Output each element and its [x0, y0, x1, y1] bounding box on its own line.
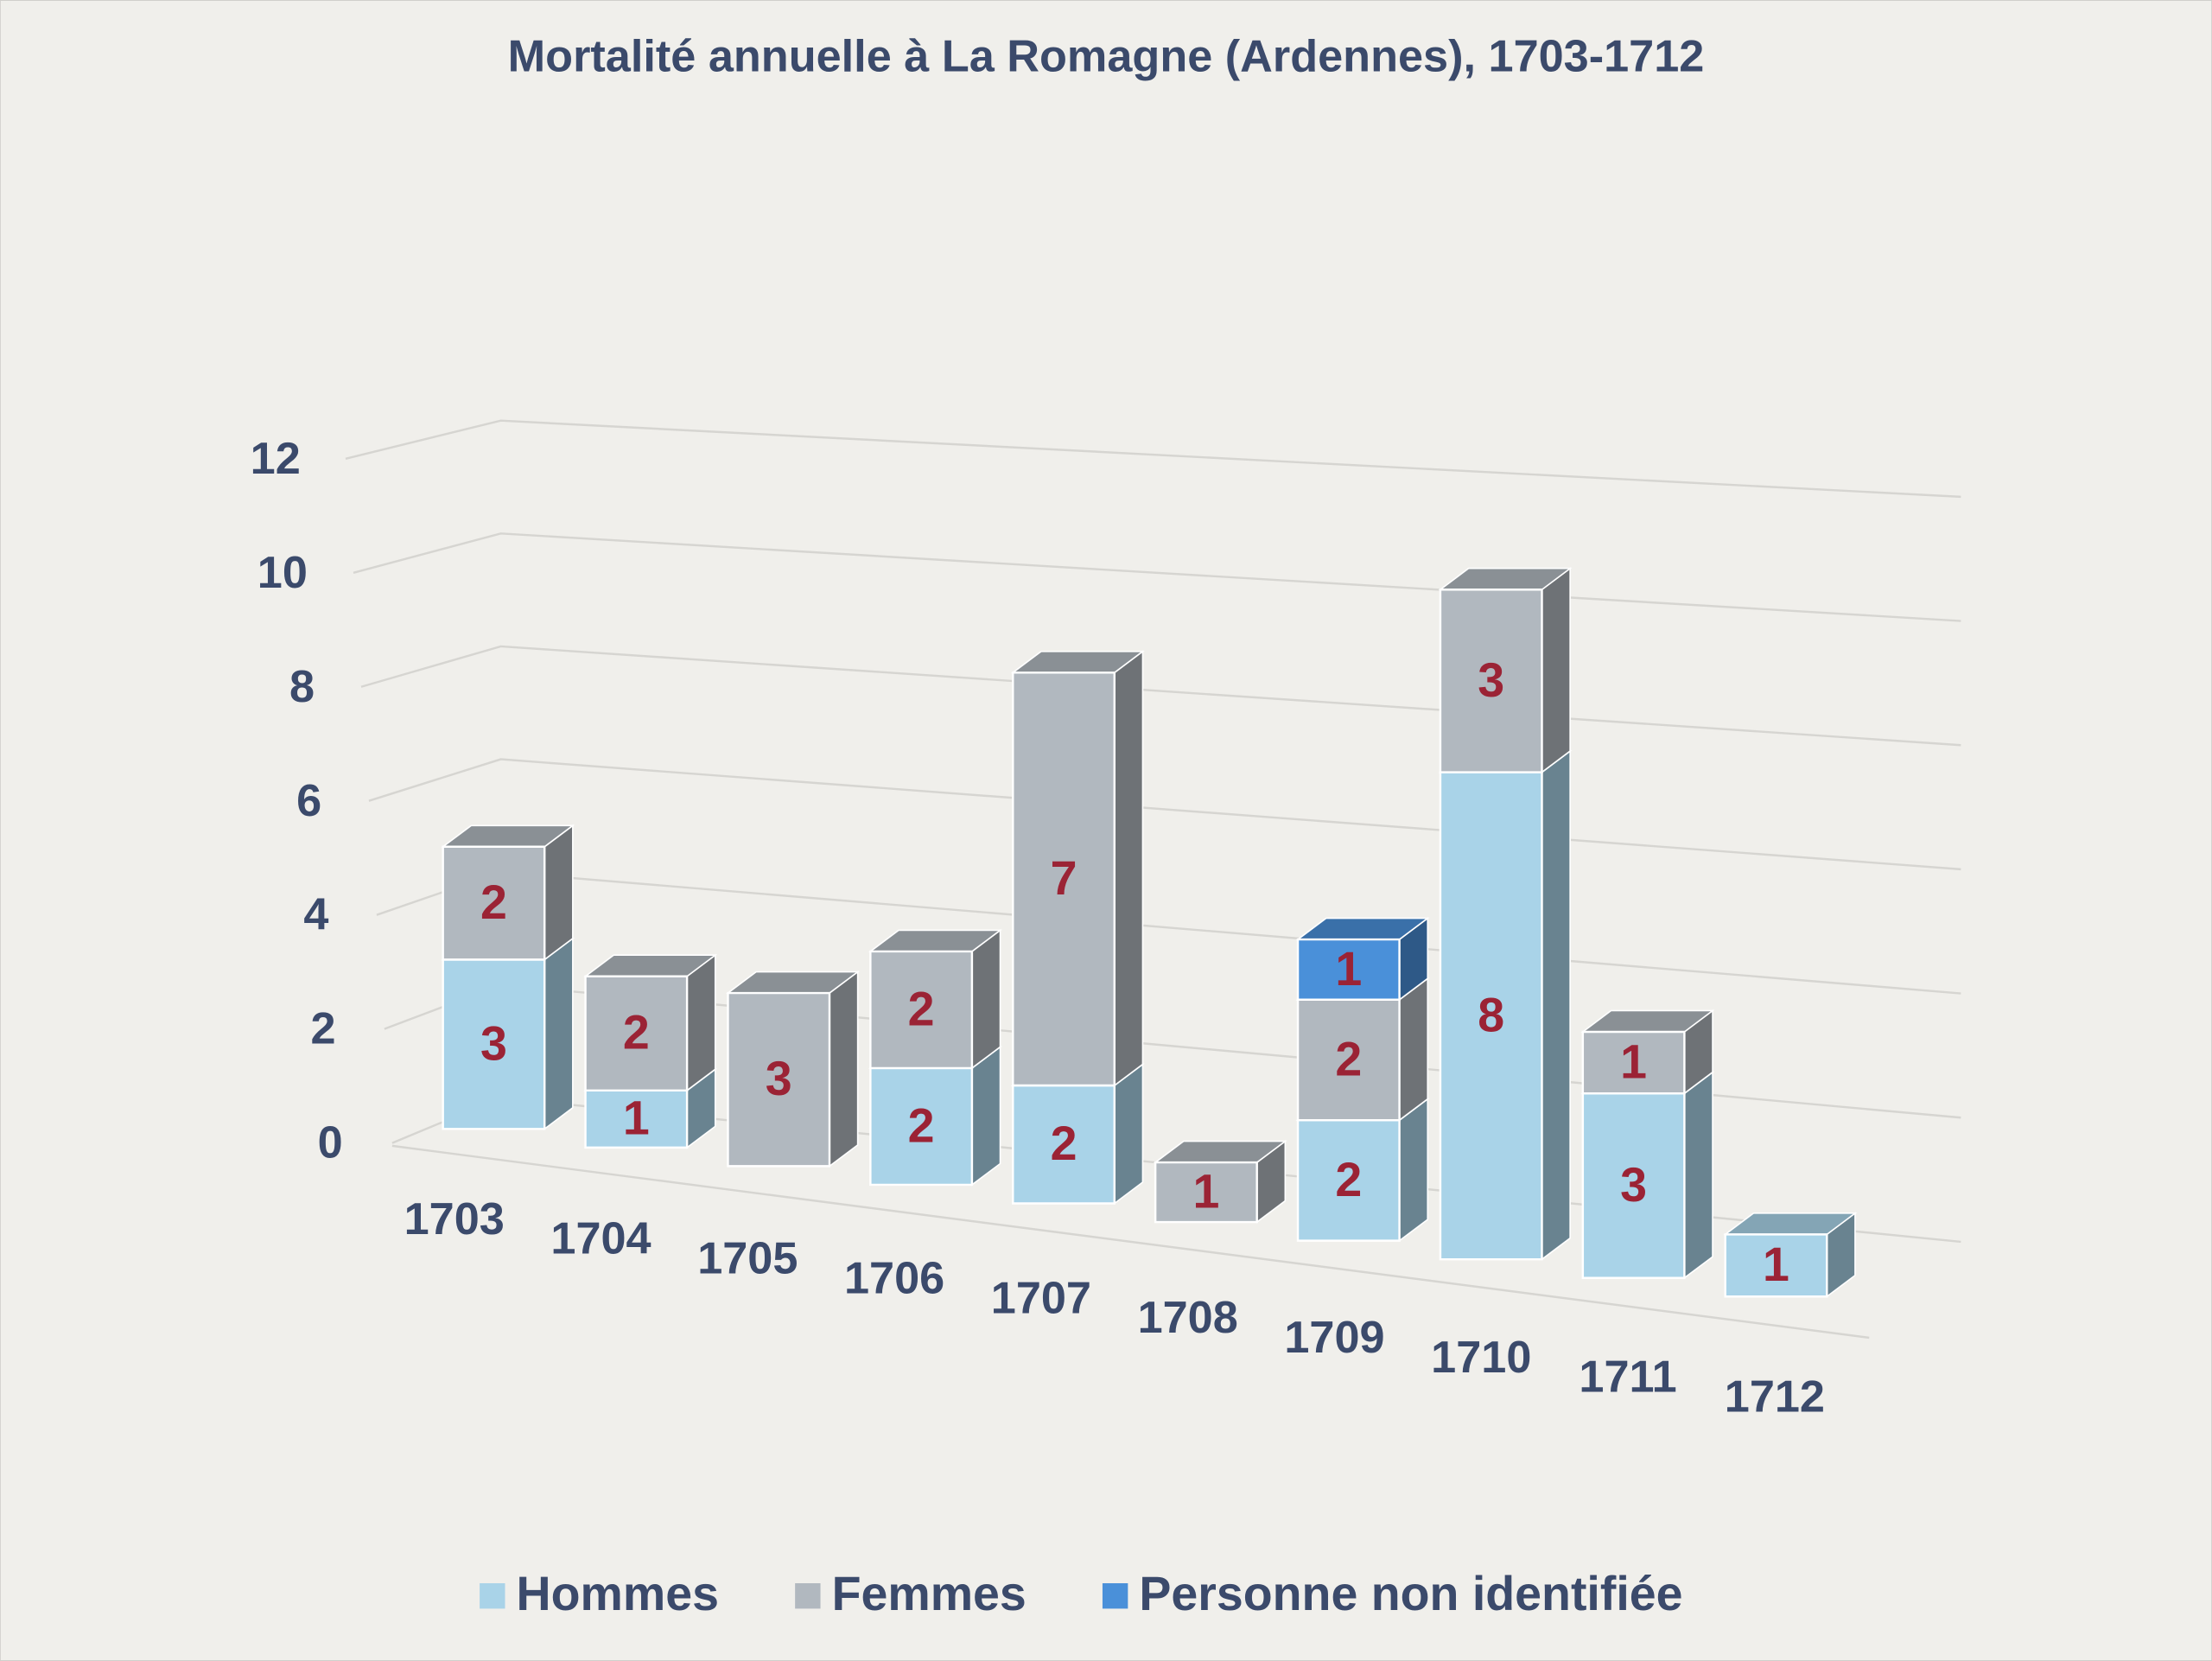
- floor-edge: [391, 1144, 1870, 1340]
- bar-front: [1724, 1233, 1828, 1298]
- bar: [726, 970, 861, 1168]
- data-label: 8: [1478, 988, 1504, 1041]
- bar-side: [1398, 977, 1429, 1122]
- legend-label: Femmes: [832, 1567, 1027, 1620]
- x-tick-label: 1704: [550, 1214, 651, 1264]
- data-label: 3: [766, 1052, 792, 1105]
- y-tick-label: 6: [296, 776, 321, 826]
- x-tick-label: 1711: [1579, 1352, 1676, 1403]
- bar-side: [829, 970, 859, 1168]
- bar: [441, 824, 575, 962]
- bar: [1010, 650, 1145, 1087]
- bar: [1295, 916, 1430, 1002]
- data-label: 1: [1192, 1164, 1219, 1218]
- data-label: 2: [1335, 1032, 1362, 1085]
- bar-front: [727, 991, 831, 1168]
- data-label: 1: [1335, 942, 1362, 996]
- bar-front: [1581, 1030, 1686, 1095]
- bar-side: [543, 937, 574, 1130]
- chart-title: Mortalité annuelle à La Romagne (Ardenne…: [508, 32, 1705, 82]
- bar-front: [1296, 938, 1401, 1001]
- bar: [441, 937, 575, 1130]
- data-label: 2: [623, 1006, 650, 1060]
- bar-side: [1541, 567, 1571, 774]
- bar: [1438, 567, 1573, 774]
- bar-front: [1012, 671, 1116, 1087]
- y-tick-label: 10: [257, 548, 308, 598]
- data-label: 7: [1051, 851, 1077, 905]
- bar-front: [1154, 1161, 1258, 1224]
- bar-side: [1683, 1071, 1713, 1280]
- data-label: 3: [1478, 653, 1504, 707]
- bar: [583, 953, 718, 1092]
- legend-swatch: [480, 1583, 505, 1609]
- data-label: 1: [1620, 1034, 1647, 1088]
- y-tick-label: 0: [318, 1118, 343, 1168]
- bar-front: [869, 950, 974, 1070]
- bar-side: [971, 1045, 1001, 1187]
- x-tick-label: 1710: [1431, 1333, 1531, 1383]
- x-tick-label: 1706: [844, 1253, 944, 1303]
- legend-label: Hommes: [517, 1567, 719, 1620]
- bar-front: [584, 975, 689, 1092]
- y-tick-label: 4: [303, 890, 328, 940]
- data-label: 3: [1620, 1158, 1647, 1212]
- bar: [1153, 1139, 1287, 1224]
- bar-side: [1541, 749, 1571, 1261]
- x-tick-label: 1709: [1284, 1313, 1384, 1363]
- x-tick-label: 1703: [404, 1194, 505, 1244]
- bar-front: [1439, 589, 1543, 773]
- bar-side: [686, 953, 716, 1092]
- data-label: 2: [908, 982, 935, 1035]
- legend-label: Personne non identifiée: [1139, 1567, 1682, 1620]
- data-label: 2: [480, 875, 507, 929]
- bar: [868, 928, 1002, 1070]
- data-label: 1: [623, 1091, 650, 1145]
- data-label: 3: [480, 1016, 507, 1070]
- bar: [1438, 749, 1573, 1261]
- data-label: 2: [1335, 1153, 1362, 1206]
- bar-side: [1113, 1062, 1144, 1206]
- legend-swatch: [795, 1583, 821, 1609]
- y-tick-label: 2: [311, 1004, 336, 1054]
- bar-side: [1398, 1098, 1429, 1243]
- grid-line: [345, 419, 1961, 499]
- x-tick-label: 1712: [1725, 1372, 1825, 1422]
- y-tick-label: 8: [289, 662, 315, 712]
- bar: [1580, 1071, 1715, 1280]
- y-tick-label: 12: [251, 434, 301, 484]
- bar-side: [971, 928, 1001, 1070]
- data-label: 1: [1763, 1238, 1789, 1291]
- bar: [1723, 1212, 1858, 1298]
- bar-front: [442, 845, 546, 961]
- x-tick-label: 1707: [991, 1273, 1091, 1323]
- bar: [1580, 1009, 1715, 1095]
- x-tick-label: 1708: [1138, 1293, 1238, 1343]
- data-label: 2: [1051, 1117, 1077, 1170]
- x-tick-label: 1705: [697, 1234, 798, 1284]
- bar-side: [1113, 650, 1144, 1087]
- data-label: 2: [908, 1098, 935, 1152]
- bar-side: [543, 824, 574, 962]
- legend-swatch: [1102, 1583, 1128, 1609]
